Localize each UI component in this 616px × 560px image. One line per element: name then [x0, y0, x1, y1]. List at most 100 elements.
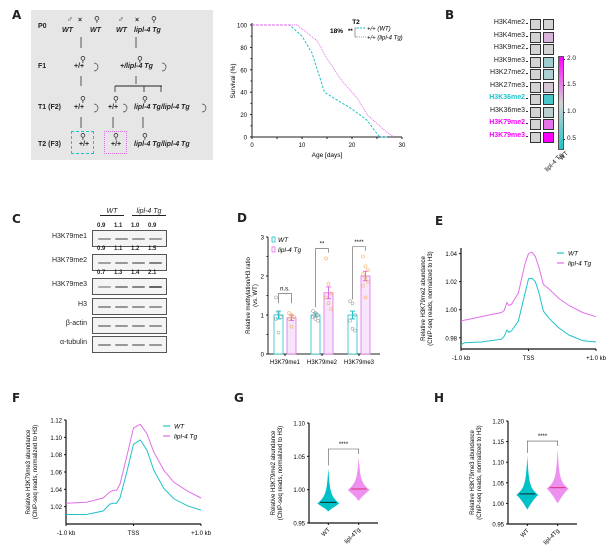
x-axis-label: Age [days]: [312, 152, 343, 159]
heatmap-row-label: H3K4me2: [493, 19, 525, 26]
protein-band: [115, 286, 128, 288]
survival-line-tg: [252, 24, 395, 138]
heatmap-cell-wt: [530, 119, 541, 130]
quantification-value: 0.7: [97, 270, 106, 276]
protein-band: [132, 325, 145, 327]
bar-tg: [360, 275, 371, 355]
quantification-value: 1.2: [131, 246, 140, 252]
blot-strip: [92, 317, 167, 334]
row-tick: [526, 60, 528, 62]
data-point: [353, 313, 357, 317]
quantification-value: 1.0: [131, 223, 140, 229]
colorbar-tick: [563, 139, 565, 140]
protein-band: [132, 344, 145, 346]
y-axis-label: Relative methylation/H3 ratio: [246, 256, 252, 333]
significance-bracket: [527, 440, 558, 454]
y-tick-label: 1.02: [50, 505, 62, 511]
survival-line-wt: [252, 24, 387, 138]
y-tick-label: 1.04: [50, 488, 62, 494]
heatmap-row-label: H3K9me3: [493, 56, 525, 64]
cross-symbol: ×: [135, 17, 140, 24]
heatmap-cell-tg: [543, 94, 554, 105]
protein-band: [98, 344, 111, 346]
protein-band: [132, 238, 145, 240]
data-point: [361, 254, 365, 259]
genotype-label: WT: [116, 27, 127, 34]
x-tick-label: lipl-4Tg: [344, 527, 362, 545]
legend-title: T2: [352, 19, 360, 26]
chip-profile-e-line-wt: [460, 277, 597, 346]
chip-profile-e-line-tg: [460, 251, 597, 322]
data-point: [313, 311, 318, 315]
legend-swatch: [271, 246, 276, 253]
y-axis-label: Relative H3K79me2 abundance: [421, 255, 427, 340]
protein-band: [98, 286, 111, 288]
sex-symbol-icon: ⚲: [80, 132, 86, 141]
data-point: [353, 328, 357, 333]
chip-profile-f-line-tg: [65, 423, 202, 504]
legend-entry: WT: [174, 424, 185, 431]
panel-label-d: D: [237, 211, 247, 225]
data-point: [311, 309, 315, 313]
y-tick-label: 3: [261, 236, 265, 242]
quantification-value: 1.4: [131, 270, 140, 276]
x-tick-label: TSS: [523, 356, 535, 362]
legend-entry: lipl-4 Tg: [568, 261, 592, 268]
genotype-label: lipl-4 Tg/lipl-4 Tg: [134, 104, 190, 111]
y-tick-label: 1.15: [492, 440, 504, 446]
heatmap-row-label: H3K9me2: [493, 44, 525, 51]
x-tick-label: 30: [399, 143, 406, 149]
genotype-label: +/+: [74, 104, 85, 111]
row-tick: [526, 23, 528, 24]
protein-band: [149, 344, 162, 346]
sex-symbol-icon: ⚲: [113, 132, 119, 141]
data-point: [361, 283, 365, 288]
data-point: [363, 295, 368, 300]
blot-label: H3: [78, 301, 87, 308]
protein-band: [132, 286, 145, 288]
sex-symbol-icon: ⚲: [94, 15, 100, 24]
genotype-label: +/+: [111, 141, 122, 148]
heatmap-cell-wt: [530, 106, 541, 118]
bar-tg: [286, 317, 297, 355]
y-tick-label: 1.05: [492, 481, 504, 487]
x-tick-label: +1.0 kb: [586, 356, 607, 362]
protein-band: [98, 262, 111, 264]
bar-wt: [310, 314, 321, 355]
bar-tg: [323, 292, 334, 355]
legend-entry: WT: [278, 237, 289, 244]
heatmap-row-label: H3K36me3: [489, 106, 525, 114]
colorbar: [558, 56, 564, 150]
protein-band: [98, 325, 111, 327]
legend-entry: lipl-4 Tg: [174, 434, 198, 441]
colorbar-tick: [563, 85, 565, 86]
protein-band: [132, 262, 145, 264]
heatmap-row-label: H3K79me2: [489, 119, 525, 126]
row-tick: [526, 110, 528, 112]
y-tick-label: 1.06: [50, 471, 62, 477]
chip-profile-f-line-wt: [66, 439, 202, 515]
x-tick-label: 10: [299, 143, 306, 149]
y-tick-label: 1.20: [492, 420, 504, 426]
panel-label-g: G: [234, 391, 244, 405]
protein-band: [149, 262, 162, 264]
heatmap-row-label: H3K4me3: [493, 31, 525, 39]
violin-h-violin-tg: [546, 449, 569, 504]
significance-label: ****: [354, 240, 364, 246]
data-point: [274, 295, 278, 300]
data-point: [276, 311, 281, 315]
heatmap-cell-tg: [543, 31, 554, 43]
colorbar-tick-label: 1.0: [567, 108, 577, 115]
y-tick-label: 1.10: [492, 461, 504, 467]
heatmap-row-label: H3K27me3: [489, 81, 525, 89]
y-axis-label: (ChIP-seq reads, normalized to H3): [428, 251, 434, 345]
genotype-label: lipl-4 Tg/lipl-4 Tg: [134, 141, 190, 148]
y-axis-label: (vs. WT): [253, 284, 259, 307]
genotype-label: lipl-4 Tg: [134, 27, 161, 34]
quantification-value: 1.5: [148, 246, 157, 252]
heatmap-cell-wt: [530, 31, 541, 43]
heatmap-cell-tg: [543, 69, 554, 80]
significance-bracket: [315, 248, 329, 308]
x-tick-label: TSS: [128, 531, 140, 537]
data-point: [366, 280, 370, 284]
